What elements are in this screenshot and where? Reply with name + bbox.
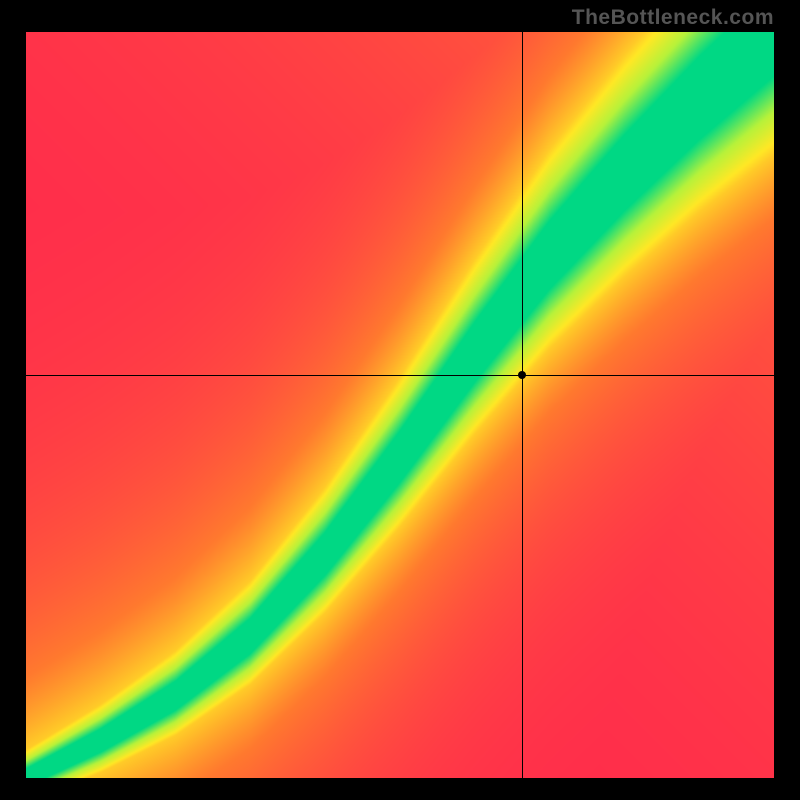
crosshair-vertical: [522, 32, 523, 778]
crosshair-horizontal: [26, 375, 774, 376]
watermark-text: TheBottleneck.com: [572, 6, 774, 30]
chart-frame: TheBottleneck.com: [0, 0, 800, 800]
heatmap-canvas: [26, 32, 774, 778]
plot-area: [26, 32, 774, 778]
crosshair-marker[interactable]: [518, 371, 526, 379]
